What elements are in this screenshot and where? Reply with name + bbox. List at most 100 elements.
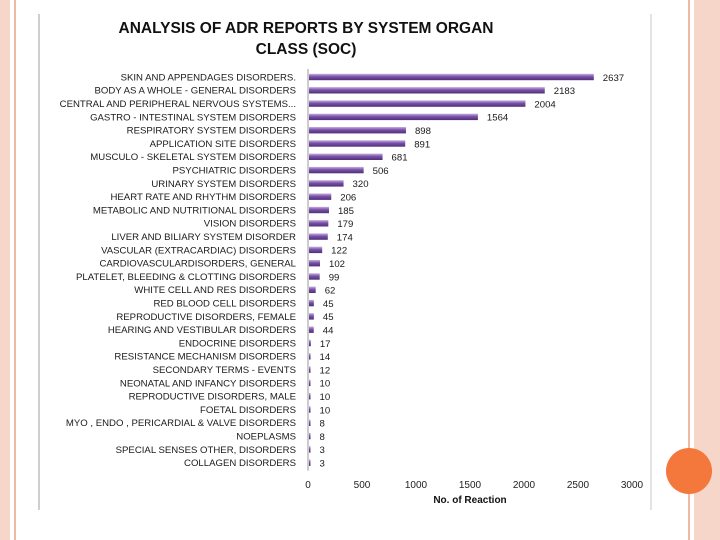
category-label: COLLAGEN DISORDERS [184,458,296,469]
bar [309,366,311,373]
x-tick-label: 1500 [459,480,482,491]
category-label: PSYCHIATRIC DISORDERS [173,166,297,177]
value-label: 10 [320,379,331,390]
bar [309,459,311,466]
category-label: ENDOCRINE DISORDERS [179,338,296,349]
value-label: 1564 [487,113,509,124]
bar [309,233,328,240]
left-edge-stripe [0,0,10,540]
value-label: 506 [373,166,389,177]
x-tick-label: 3000 [621,480,644,491]
category-label: LIVER AND BILIARY SYSTEM DISORDER [111,232,296,243]
bar [309,273,320,280]
value-label: 2004 [534,99,556,110]
bar [309,339,311,347]
value-label: 102 [329,259,345,270]
value-label: 3 [320,445,325,456]
left-edge-line [14,0,16,540]
value-label: 174 [337,232,354,243]
x-tick-label: 0 [305,480,311,491]
value-label: 2183 [554,86,575,97]
bar [309,180,344,187]
category-label: VASCULAR (EXTRACARDIAC) DISORDERS [101,245,296,256]
value-label: 62 [325,286,336,297]
value-label: 320 [353,179,369,190]
bar [309,393,311,400]
bar [309,87,545,94]
value-label: 10 [320,392,331,403]
value-label: 898 [415,126,431,137]
x-tick-label: 500 [354,480,371,491]
value-label: 45 [323,299,334,310]
bar [309,313,314,320]
category-label: SPECIAL SENSES OTHER, DISORDERS [116,445,296,456]
category-label: VISION DISORDERS [204,219,296,230]
category-label: RESISTANCE MECHANISM DISORDERS [114,352,296,363]
bar [309,127,406,134]
chart-title-line: ANALYSIS OF ADR REPORTS BY SYSTEM ORGAN [119,20,494,37]
value-label: 122 [331,246,347,257]
category-label: RED BLOOD CELL DISORDERS [153,299,296,310]
value-label: 44 [323,326,334,337]
category-label: NOEPLASMS [236,432,296,443]
category-label: PLATELET, BLEEDING & CLOTTING DISORDERS [76,272,296,283]
value-label: 99 [329,272,340,283]
chart-bars [309,73,594,466]
bar [309,100,526,107]
x-tick-label: 2500 [567,480,590,491]
bar [309,432,311,440]
bar [309,326,314,333]
value-label: 12 [320,365,331,376]
chart-category-labels: SKIN AND APPENDAGES DISORDERS. BODY AS A … [60,72,297,469]
slide-frame [38,14,652,510]
value-label: 681 [392,153,408,164]
category-label: CARDIOVASCULARDISORDERS, GENERAL [99,259,296,270]
bar [309,220,329,227]
value-label: 891 [414,139,430,150]
category-label: MYO , ENDO , PERICARDIAL & VALVE DISORDE… [66,418,296,429]
value-label: 8 [320,432,325,443]
bar [309,379,311,387]
bar [309,193,332,200]
bar [309,166,364,174]
value-label: 206 [340,193,356,204]
value-label: 2637 [603,73,624,84]
right-edge-line [688,0,690,540]
bar [309,286,316,293]
bar [309,419,311,426]
bar [309,260,321,267]
bar [309,353,311,360]
chart-value-labels: 2637218320041564898891681506320206185179… [320,73,625,470]
value-label: 179 [337,219,353,230]
bar [309,140,406,147]
value-label: 8 [320,419,325,430]
bar [309,246,323,254]
category-label: MUSCULO - SKELETAL SYSTEM DISORDERS [90,152,296,163]
category-label: BODY AS A WHOLE - GENERAL DISORDERS [94,86,296,97]
x-axis-title: No. of Reaction [433,495,506,506]
category-label: HEARING AND VESTIBULAR DISORDERS [108,325,296,336]
category-label: REPRODUCTIVE DISORDERS, FEMALE [116,312,296,323]
bar [309,446,311,453]
category-label: GASTRO - INTESTINAL SYSTEM DISORDERS [90,112,296,123]
value-label: 45 [323,312,334,323]
category-label: RESPIRATORY SYSTEM DISORDERS [127,126,296,137]
bar [309,113,478,121]
x-tick-label: 1000 [405,480,428,491]
value-label: 14 [320,352,331,363]
category-label: SKIN AND APPENDAGES DISORDERS. [121,72,296,83]
bar [309,299,314,307]
chart-title: ANALYSIS OF ADR REPORTS BY SYSTEM ORGAN C… [119,20,494,58]
bar [309,206,329,214]
category-label: NEONATAL AND INFANCY DISORDERS [120,378,296,389]
category-label: FOETAL DISORDERS [200,405,296,416]
category-label: WHITE CELL AND RES DISORDERS [134,285,296,296]
category-label: URINARY SYSTEM DISORDERS [151,179,296,190]
value-label: 185 [338,206,354,217]
value-label: 17 [320,339,331,350]
accent-circle [666,448,712,494]
category-label: APPLICATION SITE DISORDERS [150,139,296,150]
category-label: HEART RATE AND RHYTHM DISORDERS [110,192,296,203]
x-tick-label: 2000 [513,480,536,491]
